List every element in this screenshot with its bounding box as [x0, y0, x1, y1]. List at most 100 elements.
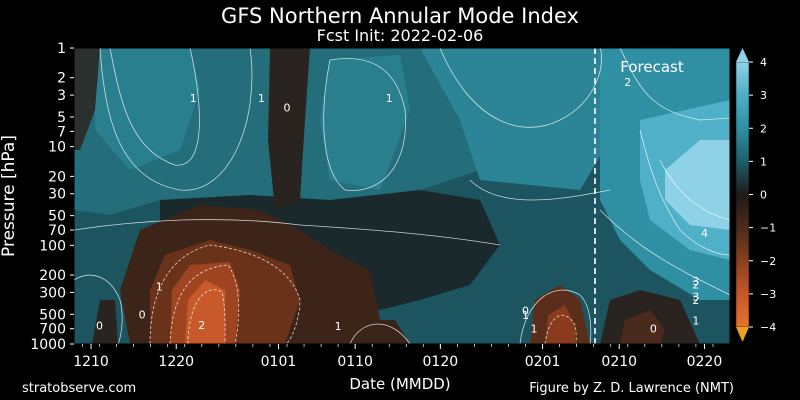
chart-subtitle: Fcst Init: 2022-02-06 [316, 26, 484, 45]
colorbar-tick-label: −4 [760, 321, 776, 334]
field-positive-region [665, 140, 730, 230]
y-tick-label: 50 [48, 209, 66, 225]
field-neutral-region [74, 48, 100, 150]
colorbar: 4 3 2 1 0 −1 −2 −3 −4 [735, 48, 776, 342]
contour-line [187, 289, 226, 344]
contour-line [169, 264, 240, 344]
contour-line [99, 48, 253, 191]
y-tick-label: 1 [57, 41, 66, 57]
chart-title: GFS Northern Annular Mode Index [221, 4, 579, 28]
contour-label: 3 [692, 290, 699, 303]
contour-line [599, 209, 730, 296]
contour-line [74, 274, 123, 344]
x-axis-label: Date (MMDD) [349, 375, 450, 393]
contour-lines [74, 48, 730, 344]
x-tick-label: 0110 [337, 354, 373, 370]
field-negative-region [185, 280, 225, 344]
y-tick-label: 3 [57, 88, 66, 104]
contour-label: 0 [139, 308, 146, 321]
x-tick-label: 1220 [158, 354, 194, 370]
contour-label: 1 [190, 92, 197, 105]
y-tick-label: 700 [39, 322, 66, 338]
y-tick-label: 100 [39, 238, 66, 254]
negative-contour-lines [149, 244, 577, 344]
contour-line [619, 48, 730, 121]
contour-label: 1 [386, 92, 393, 105]
colorbar-ticks: 4 3 2 1 0 −1 −2 −3 −4 [749, 56, 776, 334]
field-negative-region [545, 305, 575, 344]
colorbar-top-arrow [736, 48, 749, 62]
contour-line [469, 179, 611, 201]
colorbar-tick-label: 1 [760, 155, 767, 168]
field-negative-region [92, 300, 118, 344]
y-tick-label: 20 [48, 169, 66, 185]
y-tick-label: 1000 [30, 337, 66, 353]
footer-credit: Figure by Z. D. Lawrence (NMT) [529, 381, 734, 396]
y-tick-label: 30 [48, 187, 66, 203]
contour-label: 1 [335, 320, 342, 333]
field-positive-region [420, 48, 610, 190]
plot-frame [73, 47, 731, 345]
contour-label: 4 [701, 227, 708, 240]
contour-label: 2 [624, 76, 631, 89]
x-axis: 1210 1220 0101 0110 0120 0201 0210 0220 [73, 344, 722, 370]
y-axis-label: Pressure [hPa] [0, 135, 19, 257]
contour-label: 1 [156, 280, 163, 293]
colorbar-gradient [735, 61, 750, 328]
x-tick-label: 0101 [261, 354, 297, 370]
contour-line [519, 289, 592, 344]
plot-area [74, 48, 730, 344]
field-neutral-region [268, 48, 310, 210]
y-tick-label: 500 [39, 307, 66, 323]
y-tick-label: 300 [39, 285, 66, 301]
field-positive-region [95, 48, 200, 170]
x-tick-label: 0220 [687, 354, 723, 370]
contour-label: 2 [692, 279, 699, 292]
contour-label: 1 [522, 309, 529, 322]
colorbar-bottom-arrow [736, 327, 749, 342]
x-tick-label: 0210 [601, 354, 637, 370]
contour-label: 1 [258, 92, 265, 105]
footer-source: stratobserve.com [22, 381, 137, 396]
colorbar-tick-label: −3 [760, 288, 776, 301]
contour-label: 0 [522, 305, 529, 318]
contour-label: 1 [692, 315, 699, 328]
contour-line [639, 129, 730, 256]
contour-line [149, 244, 301, 344]
contour-line [439, 48, 602, 128]
contour-label: 2 [198, 319, 205, 332]
contour-label: 0 [96, 320, 103, 333]
contour-line [659, 159, 730, 221]
field-negative-region [620, 310, 665, 344]
x-tick-label: 1210 [73, 354, 109, 370]
contour-label: 1 [531, 323, 538, 336]
contour-label: 3 [692, 275, 699, 288]
colorbar-tick-label: −1 [760, 222, 776, 235]
colorbar-tick-label: 0 [760, 189, 767, 202]
contour-label: 0 [283, 101, 290, 114]
y-tick-label: 200 [39, 268, 66, 284]
contour-label: 0 [650, 323, 657, 336]
y-tick-label: 7 [57, 124, 66, 140]
contour-label: 2 [692, 294, 699, 307]
forecast-label: Forecast [620, 58, 684, 76]
contour-line [74, 219, 501, 246]
contour-line [323, 58, 407, 191]
y-tick-label: 2 [57, 71, 66, 87]
colorbar-tick-label: 4 [760, 56, 767, 69]
field-negative-region [350, 320, 410, 344]
colorbar-tick-label: 3 [760, 89, 767, 102]
field-positive-region [320, 55, 410, 190]
y-tick-label: 70 [48, 223, 66, 239]
y-tick-label: 5 [57, 110, 66, 126]
x-tick-label: 0120 [423, 354, 459, 370]
colorbar-tick-label: −2 [760, 255, 776, 268]
contour-line [544, 314, 577, 344]
contour-line [109, 48, 200, 166]
x-tick-label: 0201 [525, 354, 561, 370]
contour-line [349, 323, 411, 344]
y-tick-label: 10 [48, 140, 66, 156]
